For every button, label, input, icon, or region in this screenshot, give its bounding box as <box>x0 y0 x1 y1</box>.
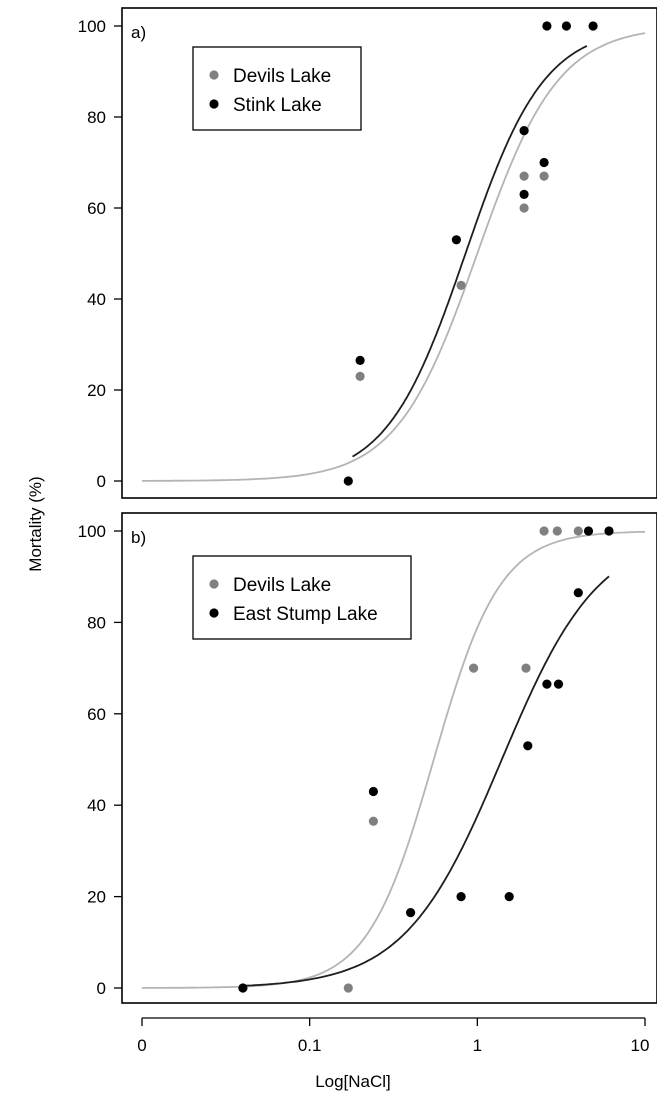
data-point <box>539 526 549 536</box>
data-point <box>573 588 583 598</box>
data-point <box>519 171 529 181</box>
y-tick-label: 100 <box>78 522 106 541</box>
data-point <box>521 663 531 673</box>
y-tick-label: 100 <box>78 17 106 36</box>
data-point <box>368 816 378 826</box>
data-point <box>456 892 466 902</box>
y-tick-label: 40 <box>87 290 106 309</box>
panel-label: b) <box>131 528 146 547</box>
data-point <box>542 21 552 31</box>
data-point <box>542 679 552 689</box>
panel-b: 0 20 40 60 80 100 b) Devils Lake East Stump Lake <box>78 512 657 1004</box>
data-point <box>604 526 614 536</box>
x-tick-label: 1 <box>473 1036 482 1055</box>
fit-curve <box>142 32 646 482</box>
legend-box <box>192 46 362 131</box>
data-point <box>355 355 365 365</box>
legend-label: Stink Lake <box>233 95 322 116</box>
y-tick-label: 40 <box>87 796 106 815</box>
y-axis-title: Mortality (%) <box>26 476 45 571</box>
x-axis-title: Log[NaCl] <box>315 1072 391 1091</box>
plot-frame <box>121 7 657 499</box>
data-point <box>343 983 353 993</box>
panel-label: a) <box>131 23 146 42</box>
data-point <box>519 189 529 199</box>
legend-label: East Stump Lake <box>233 604 378 625</box>
fit-curve <box>142 530 646 989</box>
y-tick-label: 60 <box>87 705 106 724</box>
legend-box <box>192 555 412 640</box>
x-tick-label: 10 <box>631 1036 650 1055</box>
legend-marker <box>209 70 219 80</box>
data-point <box>451 235 461 245</box>
panel-a: 0 20 40 60 80 100 a) Devils Lake Stink Lake <box>78 7 657 499</box>
y-tick-label: 80 <box>87 613 106 632</box>
data-point <box>553 679 564 689</box>
plot-frame <box>121 512 657 1004</box>
legend-marker <box>209 579 219 589</box>
data-point <box>583 526 594 536</box>
data-point <box>519 126 529 136</box>
y-tick-label: 80 <box>87 108 106 127</box>
legend-label: Devils Lake <box>233 66 331 87</box>
data-point <box>539 157 549 168</box>
fit-curve <box>242 575 610 987</box>
data-point <box>519 203 529 213</box>
x-tick-label: 0.1 <box>298 1036 322 1055</box>
data-point <box>238 983 248 993</box>
y-tick-label: 20 <box>87 888 106 907</box>
data-point <box>539 171 549 181</box>
y-tick-label: 20 <box>87 381 106 400</box>
legend-label: Devils Lake <box>233 575 331 596</box>
data-point <box>523 741 533 751</box>
y-tick-label: 0 <box>97 979 106 998</box>
data-point <box>588 21 598 31</box>
x-tick-label: 0 <box>137 1036 146 1055</box>
data-point <box>469 663 479 673</box>
y-tick-label: 60 <box>87 199 106 218</box>
data-point <box>368 786 378 797</box>
data-point <box>406 908 416 918</box>
data-point <box>573 526 583 536</box>
y-tick-label: 0 <box>97 472 106 491</box>
fit-curve <box>352 45 588 458</box>
x-axis: 0 0.1 1 10 <box>137 1017 650 1055</box>
data-point <box>552 526 562 536</box>
data-point <box>456 280 466 290</box>
data-point <box>504 892 514 902</box>
legend-marker <box>209 99 219 109</box>
data-point <box>343 476 353 486</box>
legend-marker <box>209 608 219 618</box>
data-point <box>561 21 572 31</box>
data-point <box>355 371 365 381</box>
